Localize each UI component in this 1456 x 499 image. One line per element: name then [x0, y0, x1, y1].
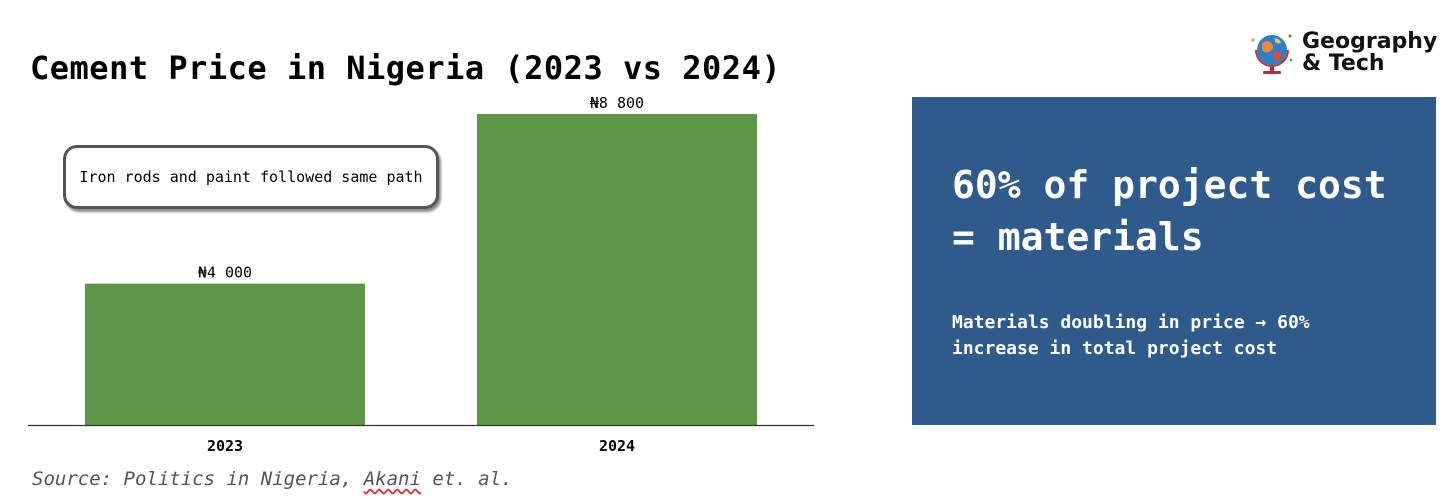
- source-suffix: et. al.: [420, 468, 513, 490]
- x-tick-label-2024: 2024: [599, 437, 635, 455]
- annotation-callout: Iron rods and paint followed same path: [63, 145, 439, 209]
- bar-2024: [477, 114, 757, 425]
- x-tick-label-2023: 2023: [207, 437, 243, 455]
- bar-2023: [85, 283, 365, 425]
- logo-line-1: Geography: [1302, 29, 1438, 54]
- logo-text: Geography & Tech: [1302, 31, 1437, 75]
- value-label-2024: ₦8 800: [590, 94, 644, 112]
- source-author: Akani: [363, 468, 421, 490]
- value-label-2023: ₦4 000: [198, 264, 252, 282]
- globe-icon: [1251, 34, 1293, 74]
- annotation-text: Iron rods and paint followed same path: [79, 168, 423, 186]
- source-prefix: Source: Politics in Nigeria,: [32, 468, 364, 490]
- info-panel: 60% of project cost = materials Material…: [912, 97, 1436, 425]
- source-note: Source: Politics in Nigeria, Akani et. a…: [32, 468, 512, 490]
- info-subtext: Materials doubling in price → 60% increa…: [952, 312, 1310, 359]
- bars-group: ₦4 000 2023 ₦8 800 2024: [85, 94, 757, 455]
- chart-title: Cement Price in Nigeria (2023 vs 2024): [30, 49, 782, 87]
- info-headline: 60% of project cost = materials: [952, 163, 1387, 259]
- brand-logo: Geography & Tech: [1250, 30, 1437, 76]
- bar-chart: ₦4 000 2023 ₦8 800 2024: [28, 94, 814, 455]
- logo-line-2: & Tech: [1302, 51, 1385, 76]
